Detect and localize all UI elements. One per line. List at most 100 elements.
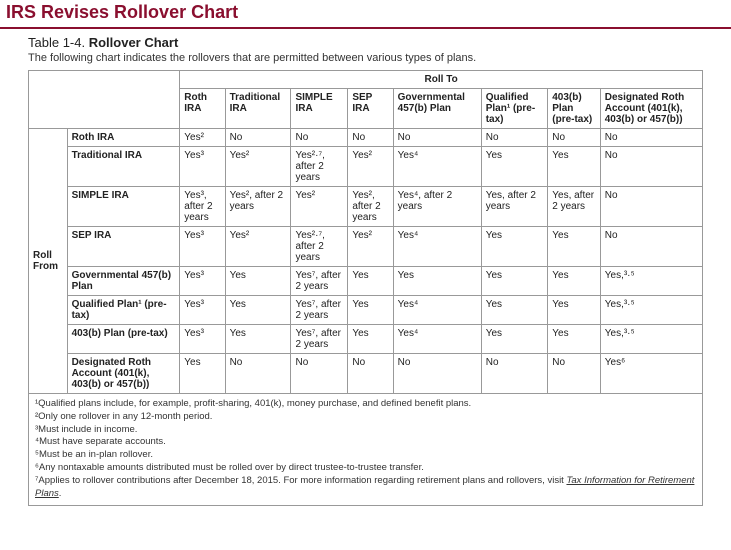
cell: Yes²	[348, 147, 393, 187]
footnote: ⁴Must have separate accounts.	[35, 436, 696, 449]
cell: No	[481, 129, 548, 147]
intro-text: The following chart indicates the rollov…	[28, 52, 703, 64]
row-header: Qualified Plan¹ (pre-tax)	[67, 296, 180, 325]
table-row: SEP IRA Yes³ Yes² Yes²·⁷, after 2 years …	[29, 227, 703, 267]
cell: Yes	[180, 354, 225, 394]
footnote: ³Must include in income.	[35, 424, 696, 437]
cell: Yes³	[180, 296, 225, 325]
cell: No	[348, 354, 393, 394]
cell: Yes	[481, 296, 548, 325]
footnote: ⁶Any nontaxable amounts distributed must…	[35, 462, 696, 475]
roll-from-label: Roll From	[33, 250, 58, 272]
cell: No	[481, 354, 548, 394]
cell: Yes⁴	[393, 147, 481, 187]
cell: Yes³	[180, 267, 225, 296]
footnotes: ¹Qualified plans include, for example, p…	[28, 394, 703, 506]
cell: No	[225, 129, 291, 147]
rollover-table: Roll To Roth IRA Traditional IRA SIMPLE …	[28, 70, 703, 394]
cell: Yes	[481, 227, 548, 267]
page-header: IRS Revises Rollover Chart	[0, 0, 731, 29]
cell: Yes³, after 2 years	[180, 187, 225, 227]
row-header: Roth IRA	[67, 129, 180, 147]
footnote7-prefix: ⁷Applies to rollover contributions after…	[35, 475, 566, 486]
cell: Yes⁴	[393, 296, 481, 325]
cell: No	[548, 354, 601, 394]
table-row: Qualified Plan¹ (pre-tax) Yes³ Yes Yes⁷,…	[29, 296, 703, 325]
footnote: ²Only one rollover in any 12-month perio…	[35, 411, 696, 424]
cell: Yes², after 2 years	[225, 187, 291, 227]
cell: Yes⁴, after 2 years	[393, 187, 481, 227]
footnote: ⁵Must be an in-plan rollover.	[35, 449, 696, 462]
corner-cell	[29, 71, 180, 129]
cell: Yes	[548, 147, 601, 187]
cell: Yes	[548, 227, 601, 267]
table-row: Governmental 457(b) Plan Yes³ Yes Yes⁷, …	[29, 267, 703, 296]
cell: Yes	[225, 325, 291, 354]
cell: Yes	[348, 296, 393, 325]
cell: Yes, after 2 years	[481, 187, 548, 227]
cell: Yes⁷, after 2 years	[291, 267, 348, 296]
roll-to-header: Roll To	[180, 71, 703, 89]
col-header: Governmental 457(b) Plan	[393, 89, 481, 129]
cell: Yes³	[180, 227, 225, 267]
cell: Yes²	[225, 227, 291, 267]
col-header: SEP IRA	[348, 89, 393, 129]
row-header: Designated Roth Account (401(k), 403(b) …	[67, 354, 180, 394]
cell: Yes²	[180, 129, 225, 147]
table-row: SIMPLE IRA Yes³, after 2 years Yes², aft…	[29, 187, 703, 227]
table-caption: Table 1-4. Rollover Chart	[28, 35, 703, 50]
cell: Yes	[548, 296, 601, 325]
table-row: Designated Roth Account (401(k), 403(b) …	[29, 354, 703, 394]
cell: Yes², after 2 years	[348, 187, 393, 227]
cell: Yes	[481, 147, 548, 187]
cell: No	[291, 354, 348, 394]
cell: No	[393, 354, 481, 394]
cell: Yes⁴	[393, 227, 481, 267]
col-header: Traditional IRA	[225, 89, 291, 129]
col-header: Roth IRA	[180, 89, 225, 129]
row-header: Traditional IRA	[67, 147, 180, 187]
cell: Yes	[481, 325, 548, 354]
page-title: IRS Revises Rollover Chart	[6, 2, 238, 22]
cell: Yes	[225, 267, 291, 296]
table-row: Traditional IRA Yes³ Yes² Yes²·⁷, after …	[29, 147, 703, 187]
cell: Yes,³·⁵	[600, 325, 702, 354]
cell: No	[225, 354, 291, 394]
cell: Yes,³·⁵	[600, 296, 702, 325]
cell: No	[348, 129, 393, 147]
table-row: Roll From Roth IRA Yes² No No No No No N…	[29, 129, 703, 147]
cell: Yes²·⁷, after 2 years	[291, 227, 348, 267]
caption-name: Rollover Chart	[89, 35, 179, 50]
cell: No	[548, 129, 601, 147]
cell: No	[393, 129, 481, 147]
cell: Yes	[348, 325, 393, 354]
cell: Yes²	[225, 147, 291, 187]
cell: No	[600, 129, 702, 147]
footnote-7: ⁷Applies to rollover contributions after…	[35, 475, 696, 501]
row-header: 403(b) Plan (pre-tax)	[67, 325, 180, 354]
cell: Yes	[225, 296, 291, 325]
cell: Yes, after 2 years	[548, 187, 601, 227]
cell: Yes²	[291, 187, 348, 227]
cell: No	[291, 129, 348, 147]
cell: Yes,³·⁵	[600, 267, 702, 296]
cell: Yes⁴	[393, 325, 481, 354]
cell: Yes	[548, 325, 601, 354]
cell: Yes	[481, 267, 548, 296]
cell: No	[600, 187, 702, 227]
cell: Yes⁷, after 2 years	[291, 325, 348, 354]
col-header: Designated Roth Account (401(k), 403(b) …	[600, 89, 702, 129]
cell: No	[600, 227, 702, 267]
col-header: 403(b) Plan (pre-tax)	[548, 89, 601, 129]
cell: Yes³	[180, 147, 225, 187]
caption-prefix: Table 1-4.	[28, 35, 85, 50]
table-row: 403(b) Plan (pre-tax) Yes³ Yes Yes⁷, aft…	[29, 325, 703, 354]
row-header: SEP IRA	[67, 227, 180, 267]
cell: Yes	[393, 267, 481, 296]
cell: Yes³	[180, 325, 225, 354]
cell: Yes	[348, 267, 393, 296]
cell: Yes²·⁷, after 2 years	[291, 147, 348, 187]
roll-from-header: Roll From	[29, 129, 68, 394]
col-header: SIMPLE IRA	[291, 89, 348, 129]
row-header: SIMPLE IRA	[67, 187, 180, 227]
